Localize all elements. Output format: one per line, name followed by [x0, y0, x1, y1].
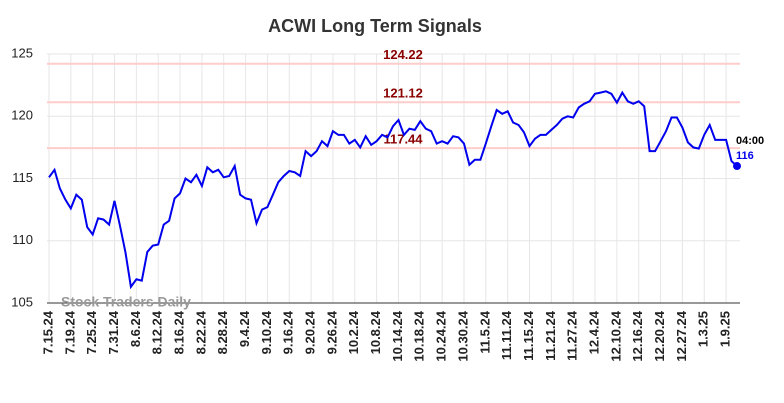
x-tick-label: 12.16.24	[630, 310, 645, 361]
last-value-label: 116	[736, 150, 754, 162]
x-tick-label: 1.3.25	[696, 311, 711, 347]
x-tick-label: 11.15.24	[521, 310, 536, 361]
x-tick-label: 7.15.24	[40, 310, 55, 354]
line	[48, 90, 738, 290]
x-tick-label: 9.26.24	[324, 310, 339, 354]
x-tick-label: 7.25.24	[84, 310, 99, 354]
x-tick-label: 12.27.24	[674, 310, 689, 361]
x-tick-label: 9.16.24	[281, 310, 296, 354]
y-tick-label: 110	[12, 232, 33, 247]
x-tick-label: 11.21.24	[543, 310, 558, 361]
y-tick-label: 120	[11, 108, 33, 123]
x-tick-label: 8.16.24	[171, 310, 186, 354]
x-tick-label: 8.6.24	[128, 310, 143, 347]
x-tick-label: 7.31.24	[106, 310, 121, 354]
end-annotation: 04:00	[736, 135, 764, 147]
x-tick-label: 9.20.24	[303, 310, 318, 354]
y-tick-label: 125	[11, 45, 33, 60]
x-tick-label: 12.10.24	[608, 310, 623, 361]
x-tick-label: 10.30.24	[455, 310, 470, 361]
x-tick-label: 12.4.24	[586, 310, 601, 354]
signal-label: 121.12	[383, 86, 423, 101]
last-point	[733, 162, 741, 171]
x-tick-label: 1.9.25	[718, 311, 733, 347]
x-tick-label: 11.5.24	[477, 310, 492, 353]
x-tick-label: 9.10.24	[259, 310, 274, 354]
x-tick-label: 8.22.24	[193, 310, 208, 354]
watermark: Stock Traders Daily	[61, 294, 191, 310]
x-tick-label: 10.2.24	[346, 310, 361, 354]
x-tick-label: 12.20.24	[652, 310, 667, 361]
x-tick-label: 10.14.24	[390, 310, 405, 361]
signal-label: 124.22	[383, 47, 423, 62]
x-tick-label: 10.8.24	[368, 310, 383, 354]
x-tick-label: 11.27.24	[565, 310, 580, 361]
x-tick-label: 9.4.24	[237, 310, 252, 347]
y-tick-label: 115	[12, 170, 33, 185]
x-tick-label: 8.28.24	[215, 310, 230, 354]
x-tick-label: 10.24.24	[434, 310, 449, 361]
x-tick-label: 10.18.24	[412, 310, 427, 361]
x-tick-label: 7.19.24	[62, 310, 77, 354]
signal-label: 117.44	[383, 132, 423, 147]
chart-title: ACWI Long Term Signals	[268, 16, 482, 36]
y-tick-label: 105	[11, 294, 33, 309]
x-tick-label: 8.12.24	[150, 310, 165, 354]
x-tick-label: 11.11.24	[499, 310, 514, 360]
